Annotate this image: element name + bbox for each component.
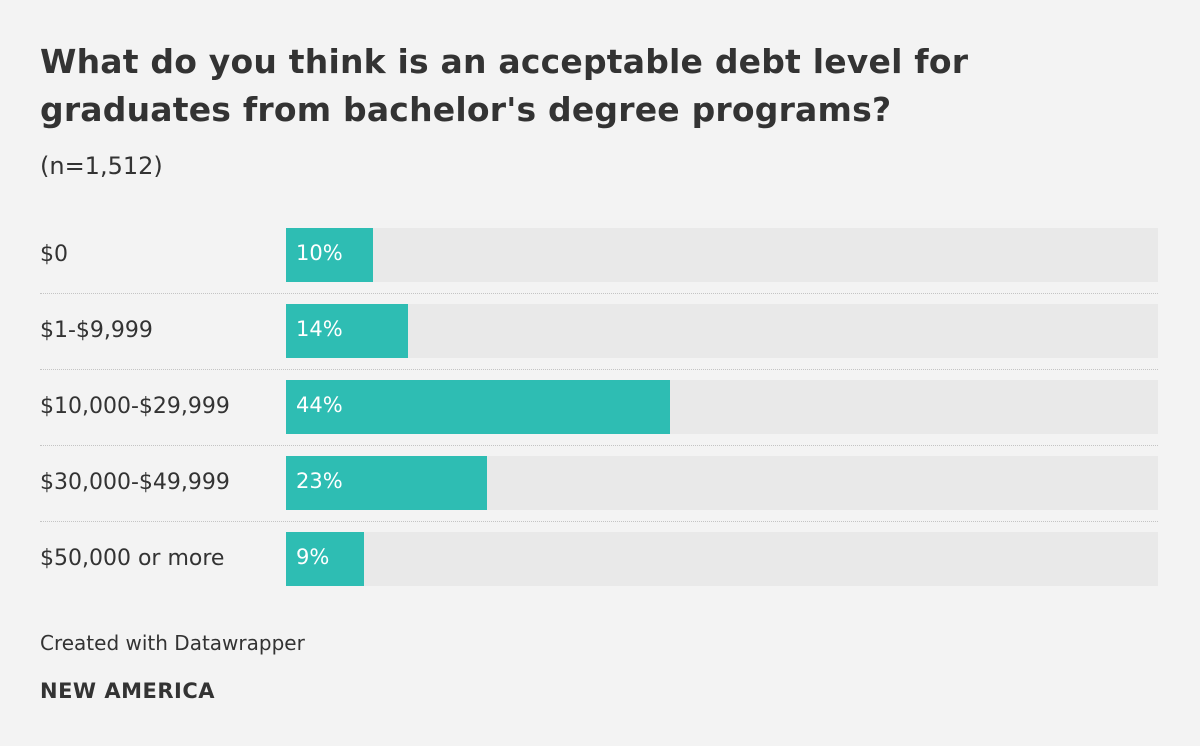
bar-row: $1-$9,999 14%: [40, 304, 1158, 358]
category-label: $50,000 or more: [40, 546, 225, 571]
bar-track: 23%: [286, 456, 1158, 510]
datawrapper-credit: Created with Datawrapper: [40, 631, 305, 655]
category-label: $10,000-$29,999: [40, 394, 230, 419]
bar-track: 9%: [286, 532, 1158, 586]
bar: [286, 304, 408, 358]
row-separator: [40, 293, 1158, 294]
category-label: $1-$9,999: [40, 318, 153, 343]
bar-row: $0 10%: [40, 228, 1158, 282]
category-label: $0: [40, 242, 68, 267]
bar-chart: $0 10% $1-$9,999 14% $10,000-$29,999 44% $30,0…: [40, 228, 1158, 586]
bar-value-label: 14%: [296, 317, 343, 341]
bar-row: $30,000-$49,999 23%: [40, 456, 1158, 510]
bar-value-label: 44%: [296, 393, 343, 417]
bar: [286, 380, 670, 434]
row-separator: [40, 445, 1158, 446]
bar-value-label: 23%: [296, 469, 343, 493]
bar-track: 14%: [286, 304, 1158, 358]
bar: [286, 456, 487, 510]
bar-track: 44%: [286, 380, 1158, 434]
bar-value-label: 9%: [296, 545, 330, 569]
category-label: $30,000-$49,999: [40, 470, 230, 495]
bar-value-label: 10%: [296, 241, 343, 265]
bar: [286, 228, 373, 282]
bar-row: $50,000 or more 9%: [40, 532, 1158, 586]
chart-subtitle: (n=1,512): [40, 152, 163, 180]
bar: [286, 532, 364, 586]
chart-title: What do you think is an acceptable debt …: [40, 42, 969, 129]
bar-track: 10%: [286, 228, 1158, 282]
row-separator: [40, 369, 1158, 370]
bar-row: $10,000-$29,999 44%: [40, 380, 1158, 434]
row-separator: [40, 521, 1158, 522]
publisher-brand: NEW AMERICA: [40, 679, 216, 703]
